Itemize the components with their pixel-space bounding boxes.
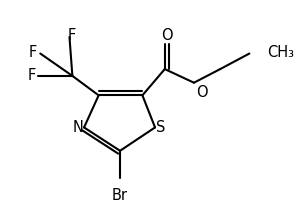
Text: O: O [196, 85, 208, 100]
Text: S: S [156, 120, 165, 135]
Text: F: F [67, 28, 76, 43]
Text: O: O [161, 28, 172, 43]
Text: Br: Br [112, 188, 128, 203]
Text: F: F [27, 68, 35, 83]
Text: CH₃: CH₃ [267, 45, 294, 60]
Text: F: F [29, 45, 38, 60]
Text: N: N [72, 120, 83, 135]
